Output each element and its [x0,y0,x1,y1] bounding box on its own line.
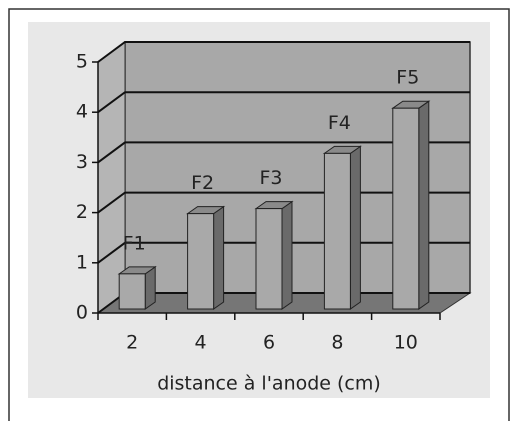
bar-annotation: F1 [123,232,146,254]
bar [255,208,283,310]
x-tick-label: 8 [331,332,343,354]
bar-side [418,100,430,310]
y-tick-label: 3 [76,151,88,173]
y-tick-label: 5 [76,51,88,73]
grid-line [97,141,470,164]
bar-annotation: F3 [259,167,282,189]
y-tick-label: 1 [76,251,88,273]
bar-side [213,205,225,310]
bar [323,152,351,310]
bar-annotation: F2 [191,172,214,194]
bar [187,213,215,310]
y-tick-label: 0 [76,302,88,324]
x-axis-label: distance à l'anode (cm) [157,373,381,395]
bar-annotation: F4 [328,112,351,134]
bar [118,273,146,310]
bar-side [349,145,361,310]
x-tick-label: 6 [263,332,275,354]
bar-annotation: F5 [396,67,419,89]
bar [392,107,420,310]
grid-line [97,41,470,63]
x-tick-label: 10 [394,332,418,354]
grid-line [97,91,470,114]
bar-side [281,200,293,310]
x-tick-label: 4 [195,332,207,354]
x-tick-label: 2 [126,332,138,354]
y-tick-label: 4 [76,101,88,123]
y-tick-label: 2 [76,201,88,223]
